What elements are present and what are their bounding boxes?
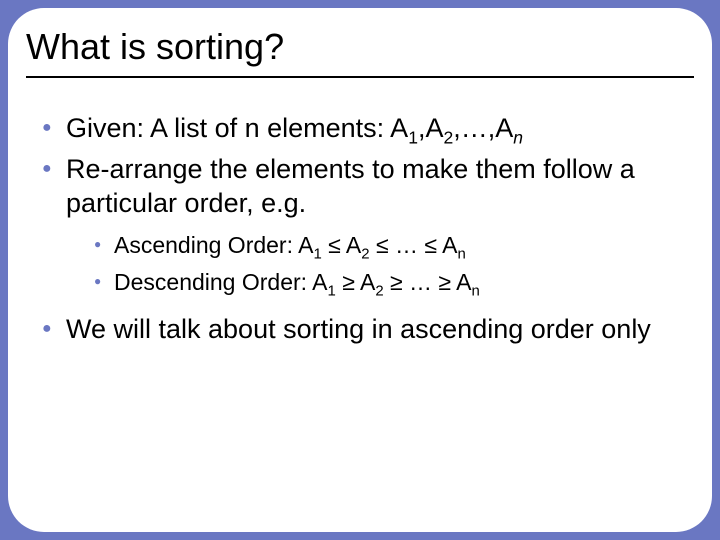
nested-list: Ascending Order: A1 ≤ A2 ≤ … ≤ AnDescend… (94, 231, 678, 301)
title-wrap: What is sorting? (8, 8, 712, 78)
text-run: 2 (361, 245, 369, 262)
text-run: 1 (408, 127, 418, 147)
list-item: Given: A list of n elements: A1,A2,…,An (42, 112, 678, 149)
list-item: Descending Order: A1 ≥ A2 ≥ … ≥ An (94, 268, 678, 301)
text-run: n (513, 127, 523, 147)
text-run: n (457, 245, 465, 262)
text-run: Given: A list of n elements: A (66, 113, 408, 143)
text-run: 2 (443, 127, 453, 147)
text-run: ,…,A (453, 113, 513, 143)
list-item: We will talk about sorting in ascending … (42, 313, 678, 347)
text-run: Descending Order: A (114, 269, 328, 295)
list-item: Ascending Order: A1 ≤ A2 ≤ … ≤ An (94, 231, 678, 264)
text-run: ≥ A (336, 269, 375, 295)
bullet-list: Given: A list of n elements: A1,A2,…,AnR… (42, 112, 678, 347)
text-run: 1 (313, 245, 321, 262)
slide-title: What is sorting? (26, 26, 694, 74)
text-run: ,A (418, 113, 444, 143)
text-run: ≤ … ≤ A (370, 232, 458, 258)
text-run: Ascending Order: A (114, 232, 313, 258)
text-run: n (472, 282, 480, 299)
text-run: Re-arrange the elements to make them fol… (66, 154, 635, 218)
text-run: 2 (375, 282, 383, 299)
text-run: 1 (328, 282, 336, 299)
slide-content: Given: A list of n elements: A1,A2,…,AnR… (8, 78, 712, 347)
list-item: Re-arrange the elements to make them fol… (42, 153, 678, 301)
slide-card: What is sorting? Given: A list of n elem… (8, 8, 712, 532)
text-run: We will talk about sorting in ascending … (66, 314, 651, 344)
text-run: ≤ A (322, 232, 361, 258)
text-run: ≥ … ≥ A (384, 269, 472, 295)
